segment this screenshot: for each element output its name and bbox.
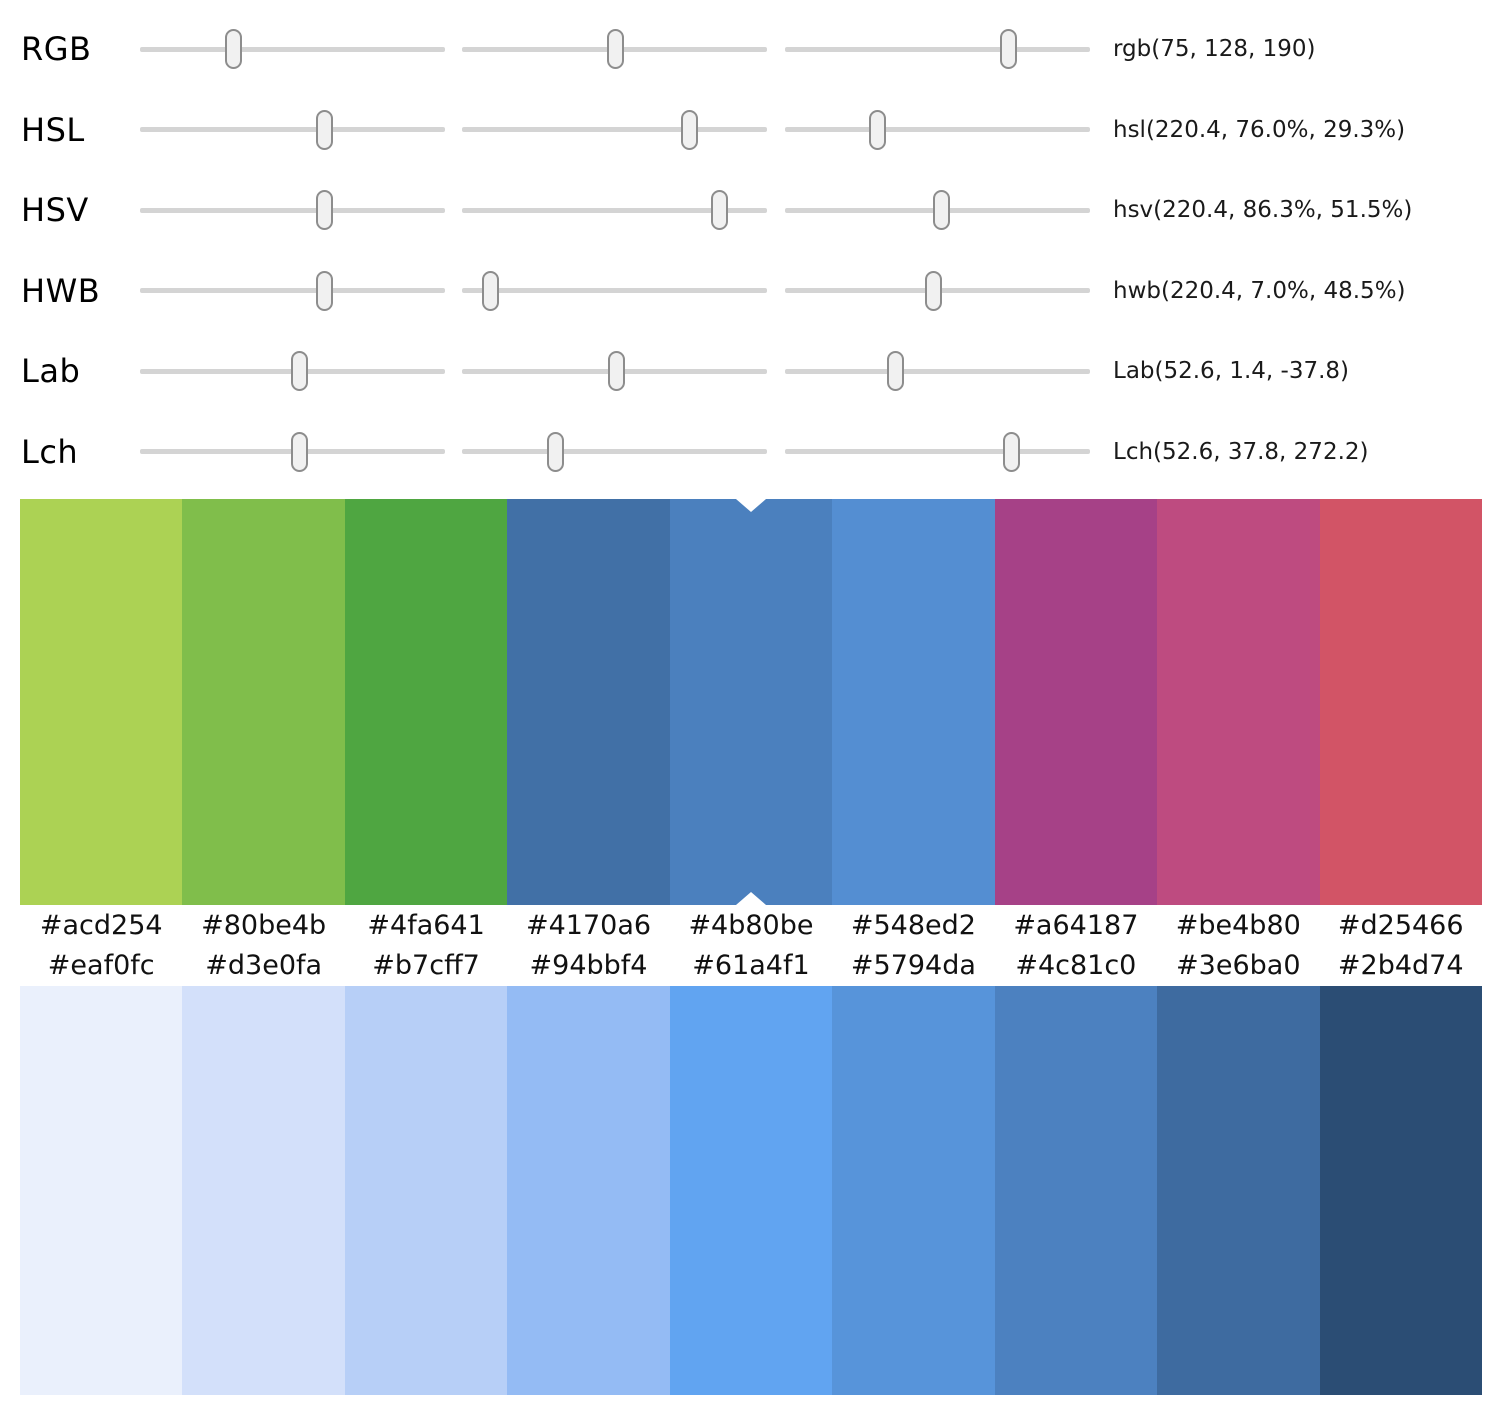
- color-swatch[interactable]: [344, 499, 508, 905]
- color-value-text: rgb(75, 128, 190): [1113, 36, 1316, 62]
- colorspace-label: RGB: [21, 30, 92, 68]
- swatch-hex-label: #5794da: [850, 950, 976, 981]
- slider-thumb-lab-3[interactable]: [886, 351, 904, 391]
- slider-thumb-hsl-3[interactable]: [869, 109, 887, 150]
- swatch-hex-label: #d25466: [1337, 910, 1464, 941]
- color-value-text: Lch(52.6, 37.8, 272.2): [1113, 438, 1369, 465]
- slider-thumb-hsl-2[interactable]: [680, 109, 698, 150]
- slider-row-lab: Lab Lab(52.6, 1.4, -37.8): [0, 331, 1501, 411]
- slider-thumb-rgb-1[interactable]: [224, 29, 242, 69]
- color-swatch[interactable]: [20, 986, 183, 1395]
- color-swatch[interactable]: [507, 986, 670, 1395]
- selection-notch-top: [736, 499, 766, 512]
- colorspace-label: HSV: [21, 191, 89, 229]
- swatch-hex-label: #be4b80: [1175, 910, 1301, 941]
- swatch-hex-label: #4b80be: [688, 910, 814, 941]
- slider-track-hsl-3[interactable]: [785, 109, 1090, 150]
- slider-thumb-lab-1[interactable]: [291, 351, 309, 391]
- selection-notch-bottom: [736, 892, 766, 905]
- slider-track-hwb-1[interactable]: [140, 270, 445, 311]
- swatch-hex-label: #548ed2: [850, 910, 976, 941]
- color-value-text: Lab(52.6, 1.4, -37.8): [1113, 358, 1349, 384]
- slider-thumb-lch-1[interactable]: [291, 431, 309, 472]
- color-value-text: hwb(220.4, 7.0%, 48.5%): [1113, 277, 1406, 304]
- color-swatch[interactable]: [994, 986, 1158, 1395]
- color-swatch[interactable]: [994, 499, 1158, 905]
- slider-track-hwb-3[interactable]: [785, 270, 1090, 311]
- swatch-hex-label: #4fa641: [367, 910, 485, 941]
- slider-track-lab-2[interactable]: [462, 351, 767, 391]
- color-value-text: hsv(220.4, 86.3%, 51.5%): [1113, 197, 1413, 223]
- color-swatch[interactable]: [1157, 986, 1320, 1395]
- color-swatch[interactable]: [1319, 499, 1482, 905]
- colorspace-label: HWB: [21, 271, 101, 310]
- slider-track-rgb-1[interactable]: [140, 29, 445, 69]
- colorspace-label: HSL: [21, 110, 85, 149]
- slider-thumb-lab-2[interactable]: [608, 351, 626, 391]
- colorspace-label: Lab: [21, 352, 81, 390]
- color-value-text: hsl(220.4, 76.0%, 29.3%): [1113, 116, 1406, 143]
- slider-track-lab-3[interactable]: [785, 351, 1090, 391]
- slider-track-hwb-2[interactable]: [462, 270, 767, 311]
- slider-row-hsl: HSL hsl(220.4, 76.0%, 29.3%): [0, 90, 1501, 170]
- slider-thumb-hsv-1[interactable]: [316, 190, 334, 230]
- palette-bottom: [20, 986, 1482, 1395]
- color-swatch[interactable]: [1157, 499, 1320, 905]
- swatch-hex-label: #2b4d74: [1337, 950, 1464, 981]
- swatch-hex-label: #a64187: [1013, 910, 1139, 941]
- swatch-hex-label: #3e6ba0: [1176, 950, 1301, 981]
- slider-track-hsv-3[interactable]: [785, 190, 1090, 230]
- color-swatch[interactable]: [20, 499, 183, 905]
- color-swatch[interactable]: [1319, 986, 1482, 1395]
- slider-thumb-lch-2[interactable]: [546, 431, 564, 472]
- slider-row-hwb: HWB hwb(220.4, 7.0%, 48.5%): [0, 251, 1501, 331]
- slider-thumb-hwb-2[interactable]: [482, 270, 500, 311]
- color-swatch[interactable]: [669, 499, 833, 905]
- color-swatch[interactable]: [344, 986, 508, 1395]
- slider-row-lch: Lch Lch(52.6, 37.8, 272.2): [0, 412, 1501, 492]
- slider-thumb-lch-3[interactable]: [1002, 431, 1020, 472]
- swatch-hex-label: #acd254: [39, 910, 163, 941]
- slider-row-rgb: RGB rgb(75, 128, 190): [0, 9, 1501, 89]
- slider-track-rgb-2[interactable]: [462, 29, 767, 69]
- slider-row-hsv: HSV hsv(220.4, 86.3%, 51.5%): [0, 170, 1501, 250]
- slider-track-lch-3[interactable]: [785, 431, 1090, 472]
- swatch-hex-label: #4170a6: [526, 910, 652, 941]
- colorspace-label: Lch: [21, 432, 79, 471]
- slider-thumb-rgb-2[interactable]: [606, 29, 624, 69]
- slider-panel: RGB rgb(75, 128, 190) HSL hsl(220.4, 76.0%,…: [0, 0, 1501, 492]
- slider-track-rgb-3[interactable]: [785, 29, 1090, 69]
- slider-track-hsl-1[interactable]: [140, 109, 445, 150]
- slider-track-lch-1[interactable]: [140, 431, 445, 472]
- slider-thumb-hwb-3[interactable]: [924, 270, 942, 311]
- slider-thumb-rgb-3[interactable]: [999, 29, 1017, 69]
- slider-track-lab-1[interactable]: [140, 351, 445, 391]
- color-swatch[interactable]: [669, 986, 833, 1395]
- swatch-hex-label: #d3e0fa: [205, 950, 323, 981]
- color-swatch[interactable]: [832, 499, 995, 905]
- color-swatch[interactable]: [832, 986, 995, 1395]
- hex-labels-top: #acd254 #80be4b #4fa641 #4170a6 #4b80be #548e…: [20, 905, 1482, 947]
- slider-thumb-hwb-1[interactable]: [316, 270, 334, 311]
- slider-thumb-hsv-3[interactable]: [933, 190, 951, 230]
- palette-top: [20, 499, 1482, 905]
- slider-track-hsv-2[interactable]: [462, 190, 767, 230]
- slider-track-lch-2[interactable]: [462, 431, 767, 472]
- swatch-hex-label: #b7cff7: [372, 950, 480, 981]
- slider-track-hsv-1[interactable]: [140, 190, 445, 230]
- swatch-hex-label: #61a4f1: [692, 950, 810, 981]
- slider-thumb-hsv-2[interactable]: [710, 190, 728, 230]
- swatch-hex-label: #94bbf4: [529, 950, 648, 981]
- slider-track-hsl-2[interactable]: [462, 109, 767, 150]
- swatch-hex-label: #eaf0fc: [47, 950, 155, 981]
- color-swatch[interactable]: [507, 499, 670, 905]
- hex-labels-bottom: #eaf0fc #d3e0fa #b7cff7 #94bbf4 #61a4f1 #5794…: [20, 946, 1482, 986]
- color-swatch[interactable]: [182, 986, 345, 1395]
- swatch-hex-label: #4c81c0: [1015, 950, 1137, 981]
- color-swatch[interactable]: [182, 499, 345, 905]
- swatch-hex-label: #80be4b: [201, 910, 327, 941]
- slider-thumb-hsl-1[interactable]: [316, 109, 334, 150]
